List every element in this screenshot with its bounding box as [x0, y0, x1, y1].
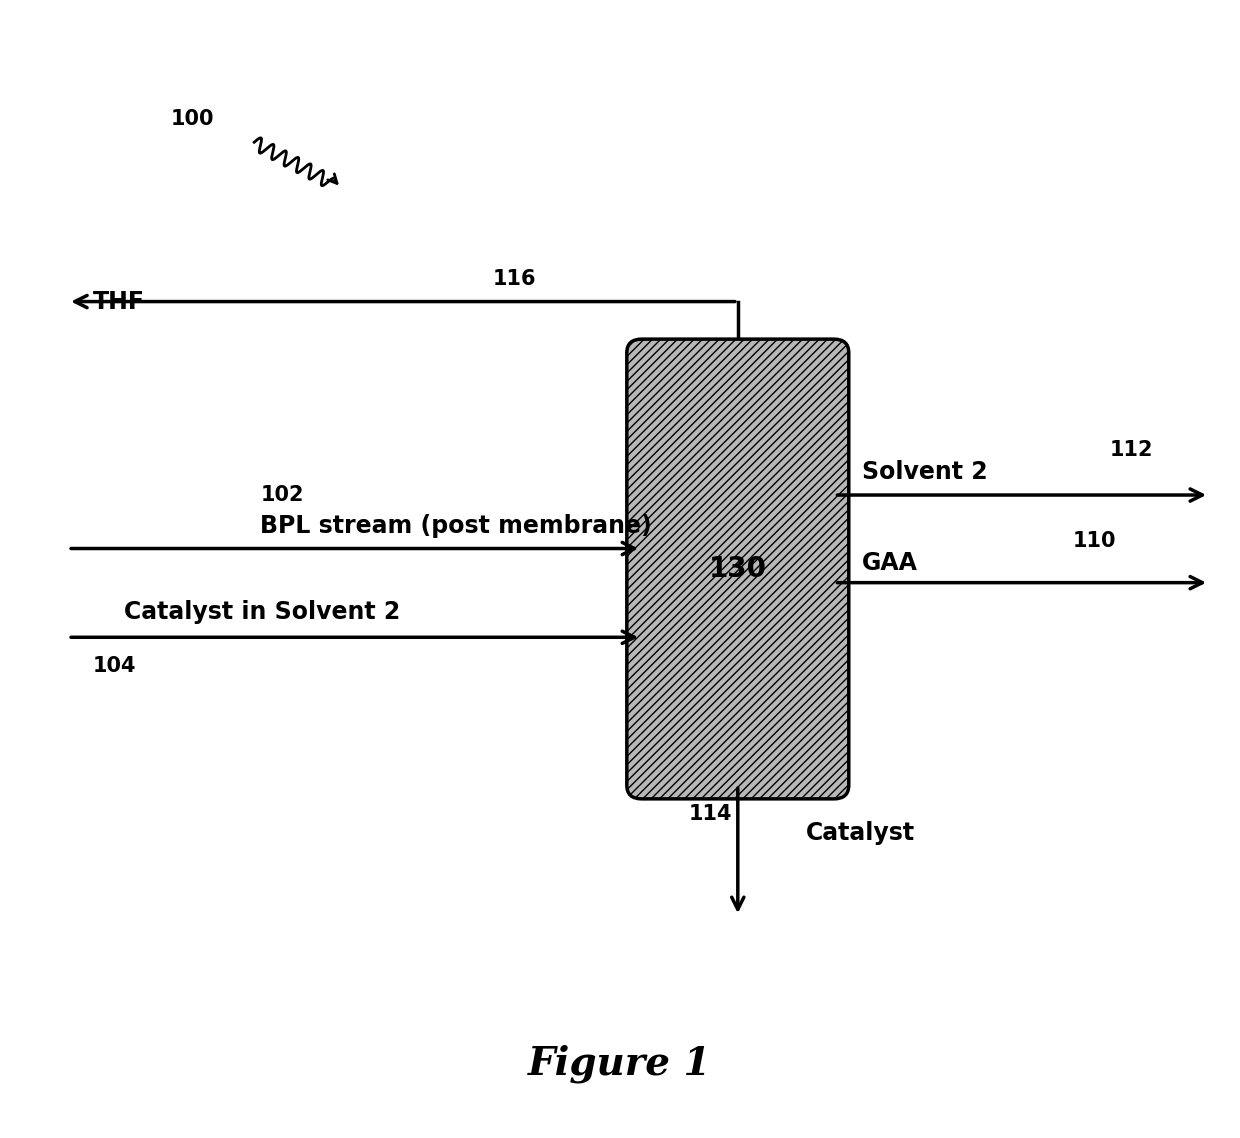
Text: Catalyst in Solvent 2: Catalyst in Solvent 2 [124, 600, 401, 625]
Text: 130: 130 [709, 555, 766, 583]
Text: 112: 112 [1110, 439, 1153, 460]
Text: 100: 100 [170, 109, 215, 130]
Text: Solvent 2: Solvent 2 [862, 460, 987, 485]
Text: GAA: GAA [862, 551, 918, 576]
Text: Catalyst: Catalyst [806, 820, 915, 846]
Text: 104: 104 [93, 655, 136, 676]
Text: Figure 1: Figure 1 [528, 1045, 712, 1083]
Text: 114: 114 [688, 803, 732, 824]
Text: 102: 102 [260, 485, 304, 505]
FancyBboxPatch shape [626, 339, 848, 799]
Text: THF: THF [93, 289, 145, 314]
Text: 110: 110 [1073, 530, 1116, 551]
Text: 116: 116 [492, 269, 537, 289]
Text: BPL stream (post membrane): BPL stream (post membrane) [260, 513, 652, 538]
